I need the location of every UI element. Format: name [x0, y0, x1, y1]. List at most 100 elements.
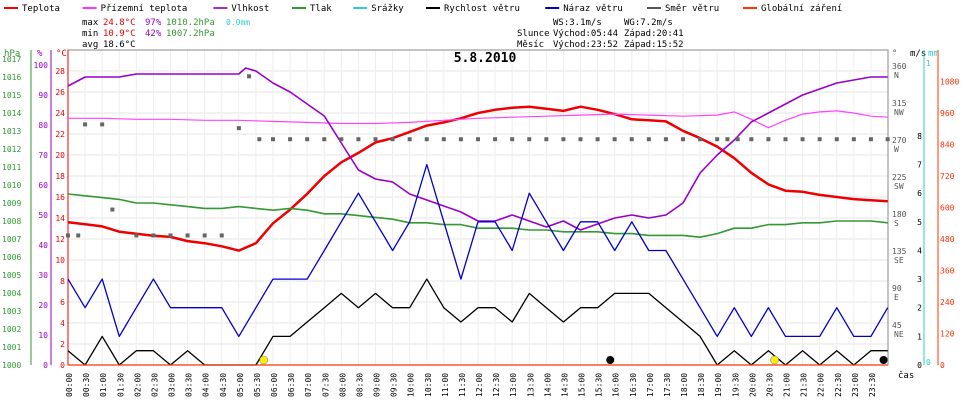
- axis-temp-tick: 28: [55, 67, 65, 76]
- legend: Teplota Přízemní teplota Vlhkost Tlak Srážky…: [4, 4, 842, 14]
- axis-dir-name-tick: N: [894, 71, 899, 80]
- axis-hpa-tick: 1001: [2, 343, 21, 352]
- wind-direction-point: [288, 137, 293, 142]
- wind-direction-point: [493, 137, 498, 142]
- legend-label: Přízemní teplota: [101, 4, 188, 14]
- axis-x-tick: 17:00: [646, 373, 655, 397]
- wind-direction-point: [885, 137, 890, 142]
- axis-temp-tick: 8: [60, 277, 65, 286]
- wind-direction-point: [373, 137, 378, 142]
- axis-x-tick: 13:30: [526, 373, 535, 397]
- wind-direction-point: [851, 137, 856, 142]
- axis-hpa-tick: 1012: [2, 145, 21, 154]
- axis-x-tick: 20:00: [748, 373, 757, 397]
- axis-x-tick: 16:30: [629, 373, 638, 397]
- axis-hpa-tick: 1013: [2, 127, 21, 136]
- wind-direction-point: [578, 137, 583, 142]
- axis-x-tick: 09:00: [373, 373, 382, 397]
- axis-x-tick: 22:00: [817, 373, 826, 397]
- axis-dir-name-tick: W: [894, 145, 899, 154]
- axis-ms-tick: 8: [917, 132, 922, 141]
- axis-hpa-tick: 1014: [2, 109, 21, 118]
- legend-label: Rychlost větru: [444, 4, 520, 14]
- axis-x-tick: 03:00: [168, 373, 177, 397]
- axis-hpa-tick: 1011: [2, 163, 21, 172]
- axis-x-tick: 04:30: [219, 373, 228, 397]
- axis-x-tick: 02:30: [150, 373, 159, 397]
- axis-x-tick: 07:30: [321, 373, 330, 397]
- axis-x-tick: 14:00: [543, 373, 552, 397]
- axis-x-tick: 10:00: [407, 373, 416, 397]
- wind-direction-point: [725, 137, 730, 142]
- axis-x-unit: čas: [898, 370, 914, 381]
- axis-x-tick: 08:30: [355, 373, 364, 397]
- axis-x-tick: 12:00: [475, 373, 484, 397]
- wind-direction-point: [305, 137, 310, 142]
- axis-x-tick: 05:00: [236, 373, 245, 397]
- axis-x-tick: 11:30: [458, 373, 467, 397]
- axis-pct-unit: %: [37, 49, 43, 59]
- series-tlak: [67, 193, 888, 238]
- stat-max-rain: 0.0mm: [226, 18, 250, 27]
- axis-hpa-unit: hPa: [4, 49, 20, 59]
- axis-x-tick: 06:30: [287, 373, 296, 397]
- wind-direction-point: [510, 137, 515, 142]
- axis-rad-tick: 0: [940, 361, 945, 370]
- axis-hpa-tick: 1000: [2, 361, 21, 370]
- markers-layer: [259, 355, 888, 365]
- axis-dir-deg-tick: 90: [892, 284, 902, 293]
- info-sun-label: Slunce: [517, 29, 550, 39]
- axis-rad-tick: 960: [940, 109, 955, 118]
- wind-direction-point: [356, 137, 361, 142]
- wind-direction-point: [100, 122, 105, 127]
- axis-ms-tick: 6: [917, 189, 922, 198]
- axis-x-tick: 12:30: [492, 373, 501, 397]
- stat-max-label: max: [82, 18, 99, 28]
- axis-x-tick: 11:00: [441, 373, 450, 397]
- stat-min-press: 1007.2hPa: [166, 29, 215, 39]
- axis-temp-tick: 24: [55, 109, 65, 118]
- axis-x-tick: 00:30: [82, 373, 91, 397]
- axis-hpa-tick: 1016: [2, 73, 21, 82]
- wind-direction-point: [766, 137, 771, 142]
- axis-x-tick: 15:30: [595, 373, 604, 397]
- axis-temp-tick: 6: [60, 298, 65, 307]
- wind-direction-point: [168, 233, 173, 238]
- axis-x-tick: 09:30: [390, 373, 399, 397]
- series-teplota: [67, 105, 888, 252]
- series-vlhkost: [67, 67, 888, 231]
- chart-title: 5.8.2010: [454, 51, 517, 66]
- axis-hpa-tick: 1003: [2, 307, 21, 316]
- axis-x-tick: 18:00: [680, 373, 689, 397]
- axis-x-tick: 07:00: [304, 373, 313, 397]
- wind-direction-point: [698, 137, 703, 142]
- axis-x-tick: 23:30: [868, 373, 877, 397]
- axis-rad-tick: 240: [940, 298, 955, 307]
- wind-direction-point: [868, 137, 873, 142]
- axis-pct-tick: 50: [38, 211, 48, 220]
- axis-dir-name-tick: E: [894, 293, 899, 302]
- axis-x-tick: 16:00: [612, 373, 621, 397]
- axis-dir-name-tick: S: [894, 219, 899, 228]
- moon-marker: [606, 356, 615, 364]
- axis-temp-tick: 16: [55, 193, 65, 202]
- wind-direction-point: [390, 137, 395, 142]
- wind-direction-point: [735, 137, 740, 142]
- wind-direction-point: [749, 137, 754, 142]
- axis-ms-tick: 4: [917, 246, 922, 255]
- legend-label: Teplota: [22, 4, 60, 14]
- axis-x-tick: 18:30: [697, 373, 706, 397]
- wind-direction-point: [629, 137, 634, 142]
- axis-temp-unit: °C: [56, 49, 67, 59]
- axis-rad-tick: 480: [940, 235, 955, 244]
- wind-direction-point: [407, 137, 412, 142]
- axis-dir-deg-tick: 315: [892, 99, 907, 108]
- axis-dir-name-tick: NE: [894, 330, 904, 339]
- axis-dir-name-tick: SW: [894, 182, 904, 191]
- axis-x-tick: 01:00: [99, 373, 108, 397]
- axis-ms-tick: 0: [917, 361, 922, 370]
- series-n-raz-v-tru: [67, 163, 889, 338]
- wind-direction-point: [527, 137, 532, 142]
- axis-dir-deg-tick: 135: [892, 247, 907, 256]
